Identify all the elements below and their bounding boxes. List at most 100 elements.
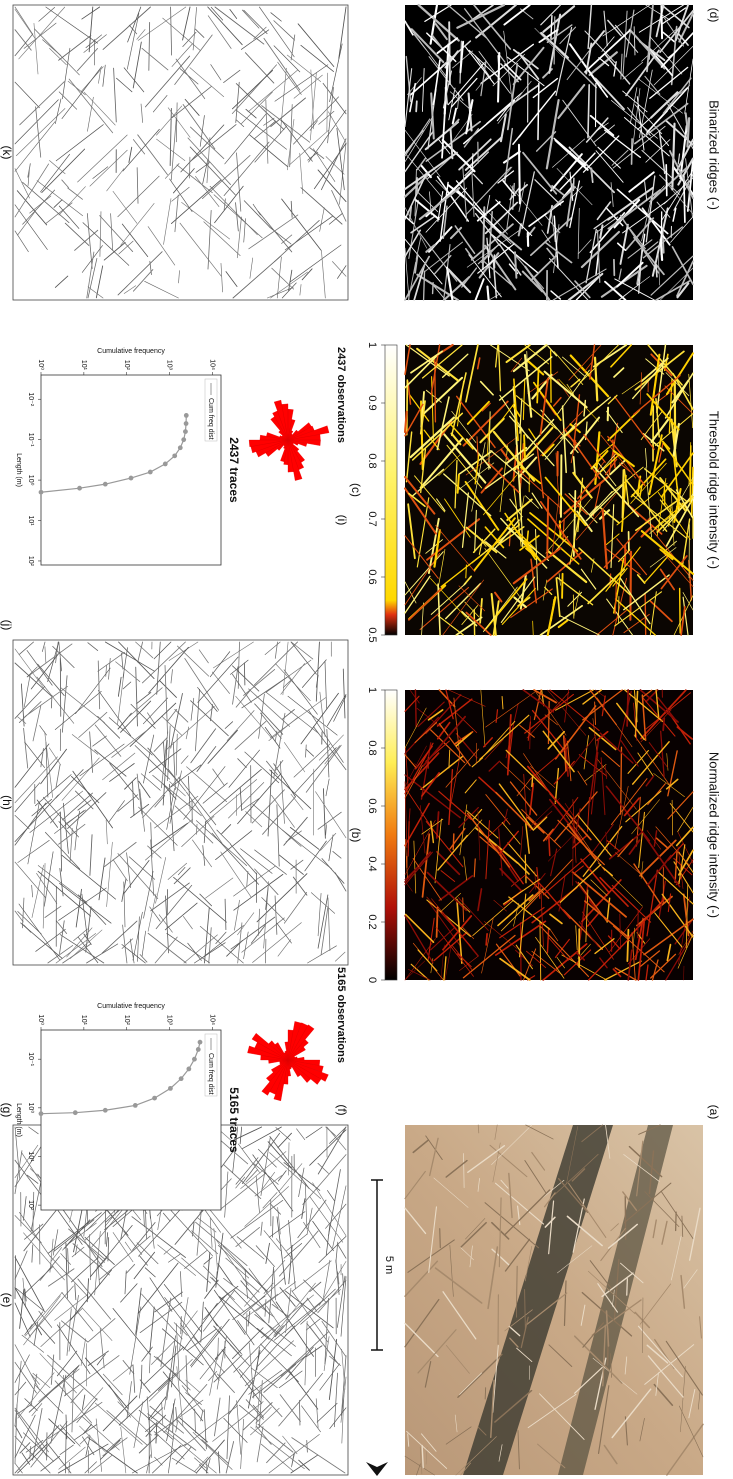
texture-line bbox=[677, 806, 694, 833]
texture-line bbox=[290, 200, 293, 218]
texture-line bbox=[184, 1250, 208, 1269]
texture-line bbox=[277, 939, 292, 957]
texture-line bbox=[612, 925, 665, 973]
texture-line bbox=[256, 1325, 296, 1368]
texture-line bbox=[427, 517, 440, 575]
texture-line bbox=[137, 134, 168, 176]
texture-line bbox=[620, 53, 623, 80]
texture-line bbox=[510, 357, 523, 373]
texture-line bbox=[278, 1163, 303, 1192]
texture-line bbox=[309, 1281, 322, 1293]
texture-line bbox=[659, 568, 676, 591]
texture-line bbox=[95, 1402, 143, 1445]
texture-line bbox=[608, 831, 644, 860]
texture-line bbox=[559, 863, 602, 903]
texture-line bbox=[168, 641, 199, 661]
texture-line bbox=[288, 1219, 296, 1290]
texture-line bbox=[309, 1129, 347, 1166]
texture-line bbox=[301, 1198, 306, 1219]
texture-line bbox=[421, 772, 440, 797]
texture-line bbox=[217, 1244, 269, 1293]
texture-line bbox=[103, 242, 126, 261]
texture-line bbox=[463, 128, 480, 148]
texture-line bbox=[185, 1379, 201, 1393]
texture-line bbox=[533, 689, 542, 721]
texture-line bbox=[162, 1371, 204, 1422]
texture-line bbox=[640, 689, 687, 740]
texture-line bbox=[231, 673, 252, 703]
texture-line bbox=[17, 1403, 33, 1415]
texture-line bbox=[430, 927, 455, 951]
texture-line bbox=[585, 42, 593, 75]
texture-line bbox=[224, 721, 234, 729]
texture-line bbox=[203, 221, 241, 256]
texture-line bbox=[249, 134, 289, 168]
texture-line bbox=[539, 377, 549, 435]
texture-line bbox=[341, 1395, 345, 1444]
texture-line bbox=[156, 138, 186, 161]
texture-line bbox=[117, 251, 163, 296]
texture-line bbox=[62, 802, 69, 854]
texture-line bbox=[265, 691, 319, 734]
texture-line bbox=[603, 1444, 618, 1465]
texture-line bbox=[492, 430, 536, 482]
texture-line bbox=[474, 55, 492, 79]
texture-line bbox=[187, 137, 231, 185]
texture-line bbox=[279, 761, 285, 824]
texture-line bbox=[248, 214, 299, 250]
texture-line bbox=[306, 1207, 313, 1235]
texture-line bbox=[122, 647, 128, 679]
texture-line bbox=[155, 857, 167, 904]
texture-line bbox=[44, 905, 62, 918]
texture-line bbox=[558, 874, 566, 912]
texture-line bbox=[689, 445, 692, 504]
texture-line bbox=[540, 409, 579, 454]
texture-line bbox=[280, 663, 305, 695]
texture-line bbox=[636, 574, 646, 584]
texture-line bbox=[549, 913, 563, 925]
texture-line bbox=[619, 913, 622, 950]
texture-line bbox=[99, 215, 134, 253]
texture-line bbox=[332, 1185, 347, 1249]
texture-line bbox=[639, 1418, 645, 1442]
texture-line bbox=[174, 194, 179, 233]
texture-line bbox=[44, 831, 81, 870]
texture-line bbox=[41, 641, 46, 652]
texture-line bbox=[409, 416, 456, 459]
texture-line bbox=[246, 871, 249, 888]
texture-line bbox=[319, 1363, 340, 1391]
texture-line bbox=[149, 1405, 185, 1434]
texture-line bbox=[437, 190, 444, 222]
texture-line bbox=[640, 709, 672, 743]
texture-line bbox=[431, 898, 473, 949]
texture-line bbox=[492, 53, 526, 87]
texture-line bbox=[490, 344, 530, 372]
texture-line bbox=[665, 1340, 703, 1396]
texture-line bbox=[443, 956, 447, 981]
texture-line bbox=[562, 518, 565, 543]
texture-line bbox=[209, 651, 231, 678]
texture-line bbox=[473, 517, 516, 572]
texture-line bbox=[526, 950, 547, 969]
texture-line bbox=[616, 188, 669, 235]
texture-line bbox=[304, 1182, 308, 1230]
texture-line bbox=[334, 872, 347, 892]
texture-line bbox=[572, 490, 577, 557]
texture-line bbox=[196, 1208, 202, 1256]
texture-line bbox=[669, 803, 694, 833]
texture-line bbox=[440, 893, 461, 912]
texture-line bbox=[559, 26, 577, 45]
texture-line bbox=[488, 818, 508, 837]
texture-line bbox=[152, 774, 202, 817]
texture-line bbox=[620, 474, 627, 533]
texture-line bbox=[214, 6, 265, 45]
texture-line bbox=[697, 1391, 701, 1410]
texture-line bbox=[47, 641, 60, 683]
texture-line bbox=[312, 1220, 334, 1252]
texture-line bbox=[213, 1289, 246, 1335]
texture-line bbox=[170, 1210, 214, 1257]
texture-line bbox=[438, 722, 471, 767]
texture-line bbox=[677, 933, 694, 969]
texture-line bbox=[101, 920, 138, 954]
texture-line bbox=[607, 409, 641, 442]
